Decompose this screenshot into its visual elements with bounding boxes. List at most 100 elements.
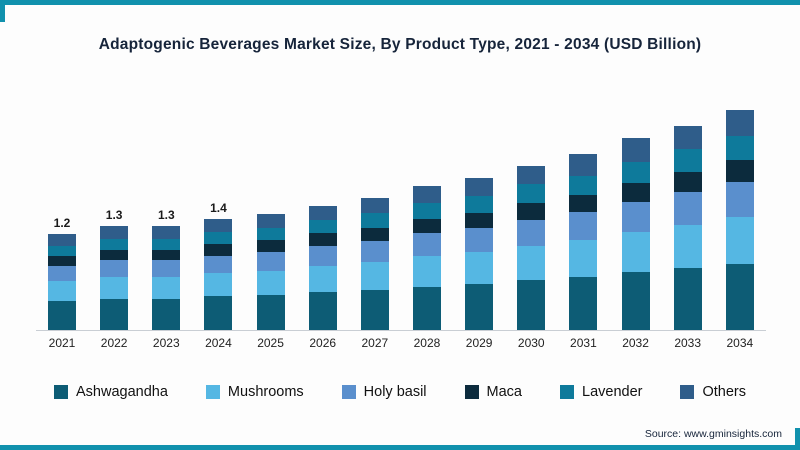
bar-segment xyxy=(725,110,754,136)
bar-segment xyxy=(412,233,441,257)
legend-swatch-maca xyxy=(464,385,479,399)
bar-segment xyxy=(412,202,441,219)
legend-item: Ashwagandha xyxy=(54,384,168,400)
bar-segment xyxy=(48,234,76,247)
legend-item: Lavender xyxy=(560,384,642,400)
bar-segment xyxy=(517,219,546,247)
bar-chart: 1.2 1.3 1.3 1.4 xyxy=(36,90,766,331)
bar-segment xyxy=(152,226,181,239)
x-axis-label: 2028 xyxy=(413,336,441,350)
bar-segment xyxy=(517,166,546,185)
x-axis-label: 2033 xyxy=(674,336,702,350)
legend-label: Mushrooms xyxy=(227,384,304,400)
bar-segment xyxy=(673,149,702,172)
bar-column: 1.3 xyxy=(140,90,192,330)
legend-item: Mushrooms xyxy=(205,384,304,400)
frame-top-accent xyxy=(0,0,800,5)
frame-left-accent xyxy=(0,0,5,22)
bar-segment xyxy=(517,184,546,203)
x-axis-label: 2024 xyxy=(205,336,232,350)
bar-segment xyxy=(308,219,337,234)
legend-item: Maca xyxy=(464,384,522,400)
bar-column xyxy=(505,90,557,330)
bar-column xyxy=(401,90,453,330)
bar-segment xyxy=(569,277,598,330)
legend-label: Others xyxy=(702,384,746,400)
bar-segment xyxy=(256,270,285,295)
frame-right-accent xyxy=(795,428,800,450)
bar-segment xyxy=(152,238,181,251)
bar-segment xyxy=(569,194,598,213)
bar-value-label: 1.2 xyxy=(53,216,71,231)
x-axis-label: 2027 xyxy=(361,336,389,350)
bar-segment xyxy=(152,250,181,261)
bar-column xyxy=(453,90,505,330)
bar-segment xyxy=(256,294,285,330)
bar-segment xyxy=(412,218,441,234)
bar-column xyxy=(245,90,297,330)
x-axis-label: 2031 xyxy=(570,336,597,350)
x-axis-label: 2022 xyxy=(100,336,128,350)
bar-segment xyxy=(725,182,754,218)
bar-segment xyxy=(725,135,754,160)
x-axis-label: 2026 xyxy=(309,336,337,350)
bar-segment xyxy=(412,256,441,287)
bar-column xyxy=(349,90,401,330)
bar-segment xyxy=(204,218,233,233)
legend-item: Holy basil xyxy=(341,384,427,400)
bar-segment xyxy=(725,263,754,330)
bar-segment xyxy=(100,238,129,251)
bar-segment xyxy=(308,233,337,247)
x-axis-label: 2029 xyxy=(465,336,493,350)
x-axis-label: 2025 xyxy=(257,336,284,350)
bar-segment xyxy=(621,138,650,163)
bar-segment xyxy=(360,262,389,290)
bar-segment xyxy=(360,213,389,228)
bar-segment xyxy=(569,154,598,176)
bar-segment xyxy=(256,240,285,253)
bar-column: 1.4 xyxy=(192,90,244,330)
bar-segment xyxy=(621,182,650,203)
bar-segment xyxy=(100,260,129,278)
bar-column xyxy=(610,90,662,330)
bar-segment xyxy=(517,246,546,281)
bar-segment xyxy=(204,255,233,274)
bar-segment xyxy=(621,202,650,233)
bar-segment xyxy=(621,272,650,330)
bar-segment xyxy=(360,241,389,262)
bar-segment xyxy=(48,246,76,257)
bar-value-label: 1.3 xyxy=(157,208,175,223)
bar-segment xyxy=(673,126,702,150)
bar-segment xyxy=(256,227,285,241)
bar-segment xyxy=(412,186,441,203)
bar-segment xyxy=(48,266,76,282)
bar-segment xyxy=(48,301,76,330)
x-axis-label: 2023 xyxy=(152,336,180,350)
bar-segment xyxy=(308,266,337,293)
bar-segment xyxy=(204,296,233,330)
bar-segment xyxy=(465,228,494,253)
bar-value-label: 1.4 xyxy=(210,200,227,215)
bar-segment xyxy=(621,162,650,183)
chart-title: Adaptogenic Beverages Market Size, By Pr… xyxy=(98,36,702,53)
bar-segment xyxy=(256,252,285,271)
bar-segment xyxy=(569,240,598,278)
x-axis-label: 2021 xyxy=(48,336,76,350)
bar-segment xyxy=(412,286,441,330)
legend-swatch-holy-basil xyxy=(341,385,356,399)
legend-swatch-mushrooms xyxy=(205,385,220,399)
bar-value-label: 1.3 xyxy=(105,208,123,223)
bar-segment xyxy=(308,246,337,267)
bar-segment xyxy=(100,226,129,239)
bar-segment xyxy=(256,214,285,228)
bar-segment xyxy=(48,256,76,267)
bar-segment xyxy=(517,280,546,330)
bar-segment xyxy=(673,268,702,330)
bar-column xyxy=(714,90,766,330)
bar-segment xyxy=(673,171,702,193)
bar-segment xyxy=(673,192,702,226)
x-axis-label: 2034 xyxy=(726,336,754,350)
bar-segment xyxy=(152,277,181,299)
frame-bottom-accent xyxy=(0,445,800,450)
